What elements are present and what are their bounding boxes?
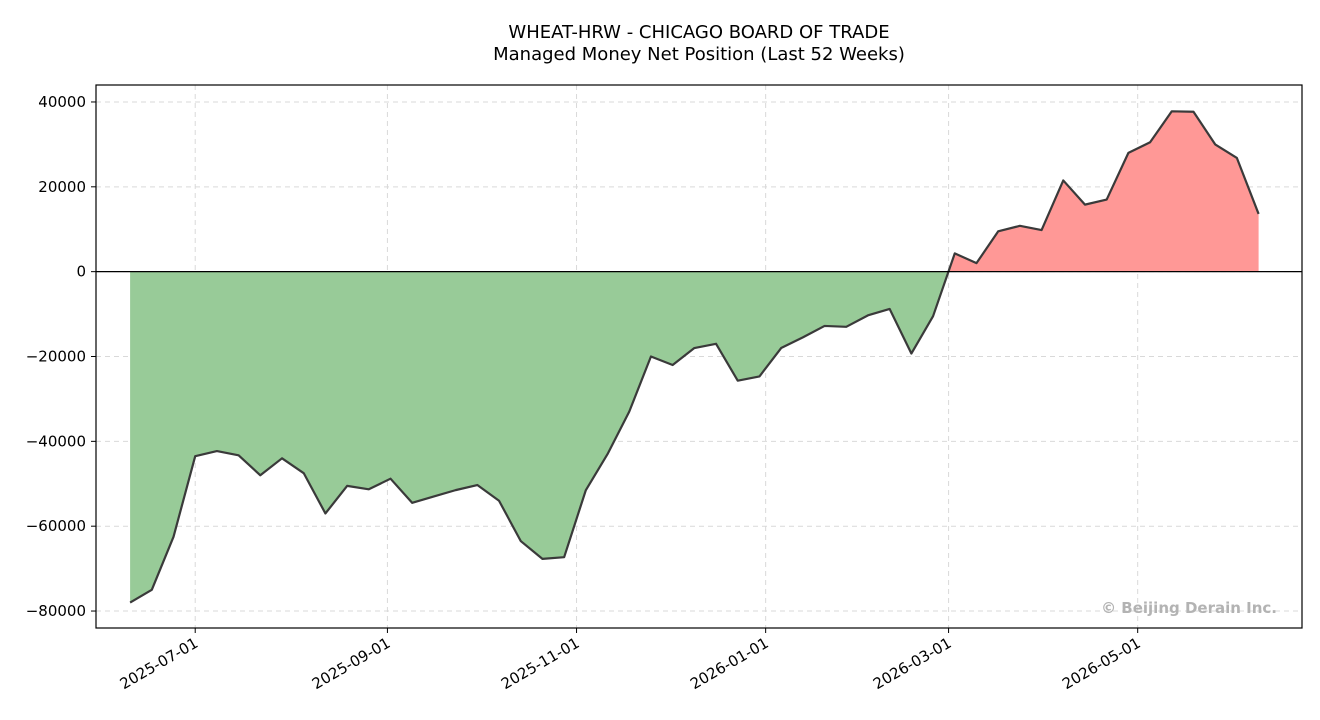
positive-area [948,111,1259,272]
y-tick-label: −80000 [26,602,86,620]
y-tick-label: 20000 [38,178,86,196]
x-tick-label: 2025-11-01 [498,634,583,693]
watermark-text: © Beijing Derain Inc. [1101,599,1277,617]
x-tick-label: 2025-09-01 [309,634,394,693]
y-axis-ticks: 40000 20000 0 −20000 −40000 −60000 −80000 [26,93,96,620]
x-axis-ticks: 2025-07-01 2025-09-01 2025-11-01 2026-01-01… [117,628,1144,693]
y-tick-label: 0 [76,263,86,281]
chart-subtitle: Managed Money Net Position (Last 52 Week… [493,44,905,65]
x-tick-label: 2026-03-01 [870,634,955,693]
y-tick-label: −60000 [26,517,86,535]
area-fills [130,111,1259,603]
x-tick-label: 2026-01-01 [687,634,772,693]
y-tick-label: 40000 [38,93,86,111]
x-tick-label: 2025-07-01 [117,634,202,693]
y-tick-label: −40000 [26,432,86,450]
x-tick-label: 2026-05-01 [1059,634,1144,693]
series-line-layer [129,110,1260,604]
y-tick-label: −20000 [26,348,86,366]
negative-area [130,271,949,603]
chart-title: WHEAT-HRW - CHICAGO BOARD OF TRADE [508,22,889,43]
